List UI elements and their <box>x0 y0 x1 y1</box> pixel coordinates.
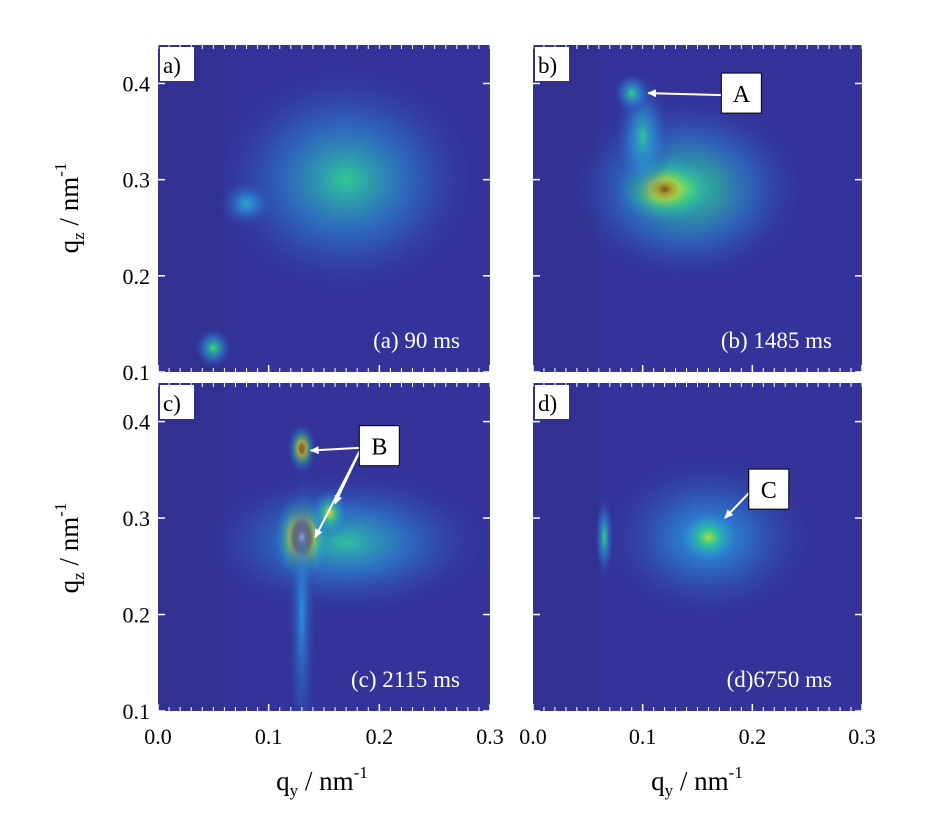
x-axis-label-right: qy / nm-1 <box>651 763 743 800</box>
y-axis-label-bottom: qz / nm-1 <box>51 503 88 594</box>
x-tick-label: 0.0 <box>519 724 547 749</box>
panel-letter-box <box>535 385 569 419</box>
panel-heat-layer <box>533 45 808 372</box>
panel-d: d) (d)6750 ms C <box>532 383 863 712</box>
y-tick-label: 0.2 <box>123 264 151 289</box>
annotation-arrow <box>647 89 724 98</box>
panel-a: 0.1 0.2 0.3 0.4 a) (a) 90 ms <box>123 45 491 385</box>
annotation-label: C <box>761 478 777 504</box>
heat-spot <box>217 178 276 230</box>
heat-spot <box>594 494 614 580</box>
heat-spot <box>612 71 652 115</box>
heat-spot <box>200 467 490 617</box>
panel-letter: c) <box>163 391 181 416</box>
annotation-arrow <box>309 446 362 455</box>
heat-spot <box>310 487 350 539</box>
annotation-label: B <box>371 435 387 461</box>
x-tick-label: 0.2 <box>739 724 767 749</box>
x-tick-label: 0.1 <box>629 724 657 749</box>
panel-b: b) (b) 1485 ms A <box>532 45 863 373</box>
panel-letter-box <box>160 47 194 81</box>
x-axis-label-unit: / nm <box>298 766 354 796</box>
y-tick-label: 0.1 <box>123 360 151 385</box>
x-axis-label-main: q <box>651 766 665 796</box>
panel-letter-box <box>535 47 569 81</box>
x-axis-label-unit: / nm <box>673 766 729 796</box>
x-tick-label: 0.1 <box>255 724 283 749</box>
y-axis-label-sub: z <box>69 232 88 240</box>
annotation-box <box>748 468 790 510</box>
y-tick-label: 0.1 <box>123 699 151 724</box>
panel-time-label: (c) 2115 ms <box>351 667 460 692</box>
panel-letter-box <box>160 385 194 419</box>
y-axis-label-sub: z <box>69 572 88 580</box>
annotation-box <box>720 72 762 114</box>
panel-time-label: (a) 90 ms <box>373 328 460 353</box>
annotation-box <box>358 425 400 467</box>
annotation-label: A <box>733 82 751 108</box>
heat-spot <box>287 444 317 711</box>
x-axis-label-left: qy / nm-1 <box>276 763 368 800</box>
y-axis-label-sup: -1 <box>51 163 70 177</box>
panel-time-label: (d)6750 ms <box>727 667 832 692</box>
x-axis-label-main: q <box>276 766 290 796</box>
panel-letter: d) <box>538 391 557 416</box>
annotation-arrow <box>314 447 363 539</box>
y-axis-label-unit: / nm <box>54 517 84 573</box>
y-tick-label: 0.2 <box>123 603 151 628</box>
y-axis-label-sup: -1 <box>51 503 70 517</box>
y-tick-label: 0.4 <box>123 71 151 96</box>
x-axis-label-sub: y <box>665 781 674 800</box>
y-axis-label-unit: / nm <box>54 177 84 233</box>
detector-shadow <box>533 383 599 711</box>
x-tick-label: 0.2 <box>366 724 394 749</box>
panel-c: 0.1 0.2 0.3 0.4 c) (c) 2115 ms B <box>123 383 491 724</box>
panel-heat-layer <box>158 383 490 711</box>
x-tick-label: 0.3 <box>848 724 876 749</box>
panel-time-label: (b) 1485 ms <box>721 328 832 353</box>
heat-spot <box>212 63 481 297</box>
heat-spot <box>193 326 233 370</box>
panels-layer: 0.1 0.2 0.3 0.4 a) (a) 90 ms b) (b) 1485 ms A 0.1… <box>123 45 876 749</box>
x-axis-label-sub: y <box>290 781 299 800</box>
y-axis-label-main: q <box>54 239 84 253</box>
x-axis-label-sup: -1 <box>354 763 368 782</box>
x-tick-label: 0.3 <box>476 724 504 749</box>
y-axis-label-main: q <box>54 579 84 593</box>
panel-heat-layer <box>158 45 481 372</box>
y-tick-label: 0.3 <box>123 506 151 531</box>
annotation-arrow <box>724 490 752 519</box>
y-tick-label: 0.4 <box>123 410 151 435</box>
y-axis-label-top: qz / nm-1 <box>51 163 88 254</box>
panel-letter: a) <box>163 53 181 78</box>
heat-spot <box>674 507 743 568</box>
panel-letter: b) <box>538 53 557 78</box>
x-axis-label-sup: -1 <box>729 763 743 782</box>
x-tick-label: 0.0 <box>144 724 172 749</box>
y-tick-label: 0.3 <box>123 168 151 193</box>
detector-shadow <box>158 45 225 372</box>
